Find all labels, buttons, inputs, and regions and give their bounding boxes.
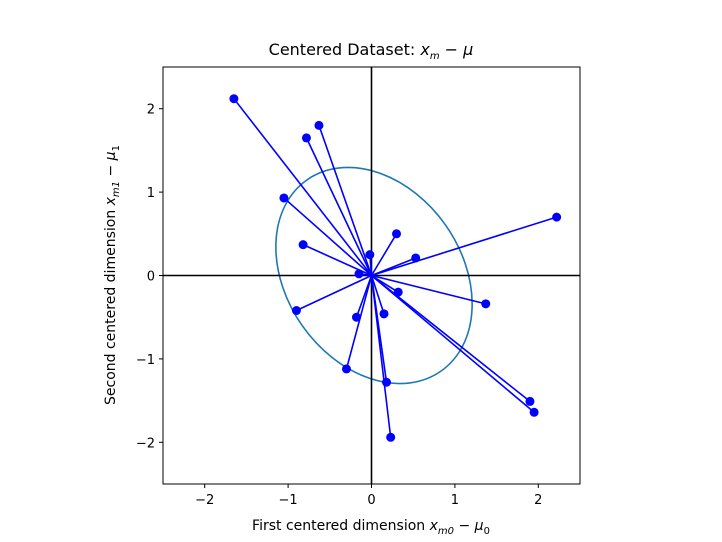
data-point (392, 229, 402, 239)
data-point (382, 377, 392, 387)
data-point (386, 432, 396, 442)
data-point (354, 269, 364, 279)
data-point (351, 312, 361, 322)
data-point (393, 287, 403, 297)
vector-line (345, 275, 373, 370)
data-point (301, 133, 311, 143)
data-point (552, 212, 562, 222)
y-tick-label: 0 (147, 270, 155, 285)
ellipse-layer (275, 166, 473, 385)
data-point (298, 240, 308, 250)
data-point (365, 250, 375, 260)
data-point (279, 193, 289, 203)
y-axis-label: Second centered dimension xm1 − μ1 (103, 145, 122, 405)
plot-area (162, 66, 581, 485)
vector-line (283, 197, 373, 277)
data-point (525, 396, 535, 406)
vector-line (318, 125, 373, 276)
x-tick-label: 2 (534, 493, 542, 508)
x-axis-ticks: −2 −1 0 1 2 (195, 484, 542, 508)
x-tick-label: 1 (451, 493, 459, 508)
y-tick-label: 1 (147, 186, 155, 201)
vector-line (371, 216, 557, 277)
data-point (291, 306, 301, 316)
vector-line (370, 275, 392, 438)
data-points (229, 94, 562, 442)
y-tick-label: −2 (136, 436, 155, 451)
vector-line (370, 233, 398, 276)
vector-line (371, 274, 486, 305)
vector-line (370, 274, 535, 413)
data-point (341, 364, 351, 374)
y-axis-ticks: −2 −1 0 1 2 (136, 103, 163, 451)
vector-line (296, 274, 372, 312)
vector-line (233, 98, 373, 276)
data-point (481, 299, 491, 309)
data-point (529, 407, 539, 417)
x-tick-label: 0 (367, 493, 375, 508)
chart-title: Centered Dataset: xm − μ (269, 40, 474, 62)
data-point (314, 120, 324, 130)
data-point (379, 309, 389, 319)
covariance-ellipse (275, 166, 473, 385)
data-point (411, 253, 421, 263)
y-tick-label: −1 (136, 353, 155, 368)
vector-line (305, 137, 373, 276)
data-point (229, 94, 239, 104)
x-tick-label: −1 (279, 493, 298, 508)
x-tick-label: −2 (195, 493, 214, 508)
x-axis-label: First centered dimension xm0 − μ0 (252, 518, 490, 537)
vector-line (370, 275, 385, 315)
y-tick-label: 2 (147, 103, 155, 118)
